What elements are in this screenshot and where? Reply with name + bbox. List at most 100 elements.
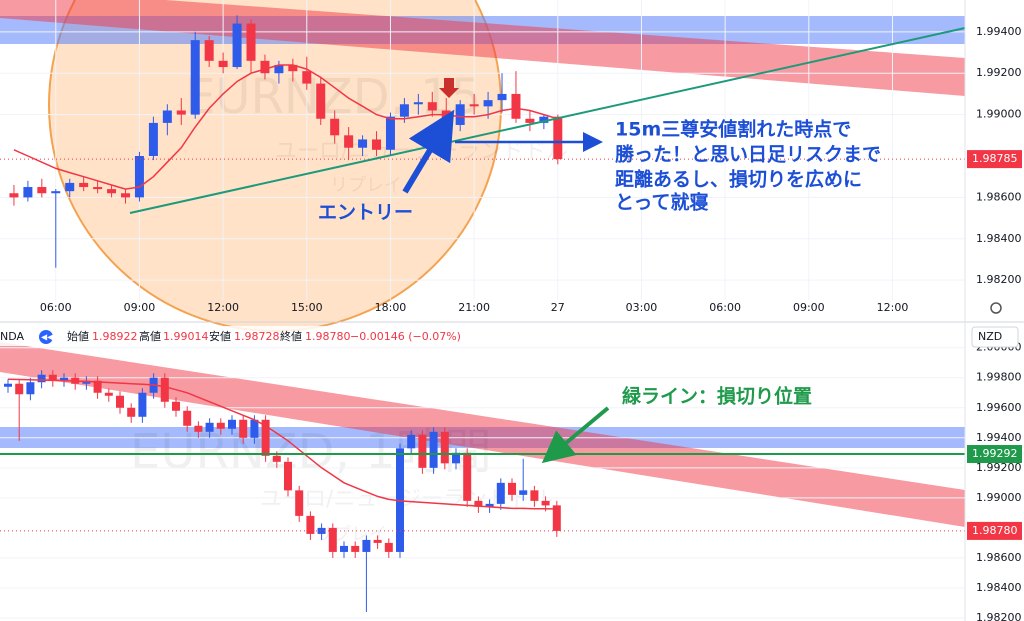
- candle-body: [427, 102, 437, 111]
- candle-body: [288, 64, 298, 72]
- last-price-label: 1.98785: [972, 152, 1018, 165]
- arrow: [402, 109, 455, 194]
- candle-body: [553, 116, 563, 160]
- last-price-box: [967, 150, 1022, 169]
- candle-body: [37, 187, 47, 194]
- candle-body: [274, 64, 284, 74]
- candle-body: [399, 104, 409, 117]
- candle-body: [525, 118, 535, 123]
- candle-body: [328, 527, 337, 552]
- x-tick-label: 18:00: [375, 301, 407, 314]
- candle-body: [138, 392, 147, 417]
- candle-body: [134, 156, 144, 198]
- x-tick-label: 09:00: [793, 301, 825, 314]
- candle-body: [302, 71, 312, 84]
- candle-body: [373, 539, 382, 543]
- candle-body: [474, 500, 483, 507]
- y-tick-label: 1.98400: [976, 232, 1022, 245]
- candle-body: [429, 431, 438, 468]
- candle-body: [239, 419, 248, 438]
- candle-body: [116, 395, 124, 408]
- annotation: エントリー: [318, 202, 413, 224]
- candle-body: [541, 500, 550, 506]
- marker-arrow: [439, 78, 459, 98]
- candle-body: [228, 419, 236, 429]
- trend-line: [129, 27, 966, 214]
- candle-body: [483, 100, 493, 107]
- candle-body: [385, 116, 395, 150]
- candle-body: [216, 422, 225, 429]
- candle-body: [306, 515, 315, 534]
- candle-body: [107, 189, 117, 194]
- candle-body: [396, 448, 404, 552]
- stop-price-box: [967, 445, 1022, 464]
- drawings-under: EURNZD, 15 ユーロ/ニュージーランドドル リプレイ EURNZD, 1…: [0, 0, 965, 545]
- currency: NZD: [978, 330, 1002, 343]
- candle-body: [511, 93, 521, 119]
- candle-body: [162, 110, 172, 123]
- replay-icon[interactable]: [39, 330, 53, 344]
- candle-body: [351, 545, 360, 552]
- candle-body: [418, 434, 427, 468]
- legend-value: 1.98780: [305, 330, 351, 343]
- y-tick-label: 1.99800: [976, 371, 1022, 384]
- candle-body: [48, 374, 57, 381]
- candle-body: [455, 104, 465, 125]
- candle-body: [530, 490, 539, 501]
- candle-body: [190, 40, 200, 115]
- candle-body: [127, 407, 136, 417]
- x-tick-label: 12:00: [207, 301, 239, 314]
- legend-bg: [0, 326, 620, 346]
- candle-body: [4, 383, 12, 387]
- x-tick-label: 12:00: [877, 301, 909, 314]
- candle-body: [121, 193, 131, 198]
- currency-box[interactable]: [971, 326, 1019, 348]
- legend-label: 高値: [139, 329, 161, 343]
- settings-icon[interactable]: [990, 302, 1002, 314]
- candle-body: [160, 377, 169, 402]
- candle-body: [330, 118, 340, 136]
- moving-average: [7, 378, 557, 510]
- trend-band: [0, 342, 965, 527]
- candle-body: [204, 40, 214, 61]
- candle-body: [358, 139, 368, 148]
- candle-body: [9, 193, 19, 198]
- candle-body: [26, 382, 35, 395]
- annotation: とって就寝: [615, 191, 708, 214]
- candle-body: [194, 425, 203, 432]
- candle-body: [176, 110, 186, 115]
- y-tick-label: 1.99400: [976, 25, 1022, 38]
- candle-body: [508, 482, 516, 495]
- moving-average: [13, 64, 559, 190]
- y-tick-label: 1.98600: [976, 551, 1022, 564]
- legend-label: 終値: [280, 329, 302, 343]
- legend-value: 1.98922: [92, 330, 138, 343]
- candle-body: [93, 380, 102, 393]
- y-tick-label: 1.99400: [976, 431, 1022, 444]
- annotation: 勝った！と思い日足リスクまで: [615, 143, 881, 166]
- candle-body: [539, 116, 549, 123]
- candle-body: [497, 93, 507, 101]
- candle-body: [260, 60, 270, 74]
- replay-icon-glyph: ◀◀: [41, 333, 54, 342]
- legend-label: 安値: [209, 329, 231, 343]
- candle-body: [15, 383, 24, 395]
- watermark: EURNZD, 15: [185, 69, 481, 125]
- annotation: 15m三尊安値割れた時点で: [615, 118, 851, 141]
- candle-body: [295, 490, 304, 516]
- annotation: 緑ライン：損切り位置: [622, 385, 812, 408]
- panel: 2.000001.998001.996001.994001.992001.990…: [0, 341, 1022, 621]
- x-tick-label: 06:00: [709, 301, 741, 314]
- candle-body: [485, 503, 494, 507]
- candle-body: [519, 490, 528, 495]
- legend-value: 1.98728: [234, 330, 280, 343]
- last-price-box: [967, 521, 1022, 540]
- y-tick-label: 1.98200: [976, 273, 1022, 286]
- candle-body: [316, 83, 326, 119]
- x-tick-label: 06:00: [40, 301, 72, 314]
- panel: 1.99400 1.99200 1.99000 1.98600 1.98400 1.982…: [0, 0, 1022, 314]
- candle-body: [317, 527, 326, 534]
- legend-value: 1.99014: [163, 330, 209, 343]
- candle-body: [496, 482, 505, 504]
